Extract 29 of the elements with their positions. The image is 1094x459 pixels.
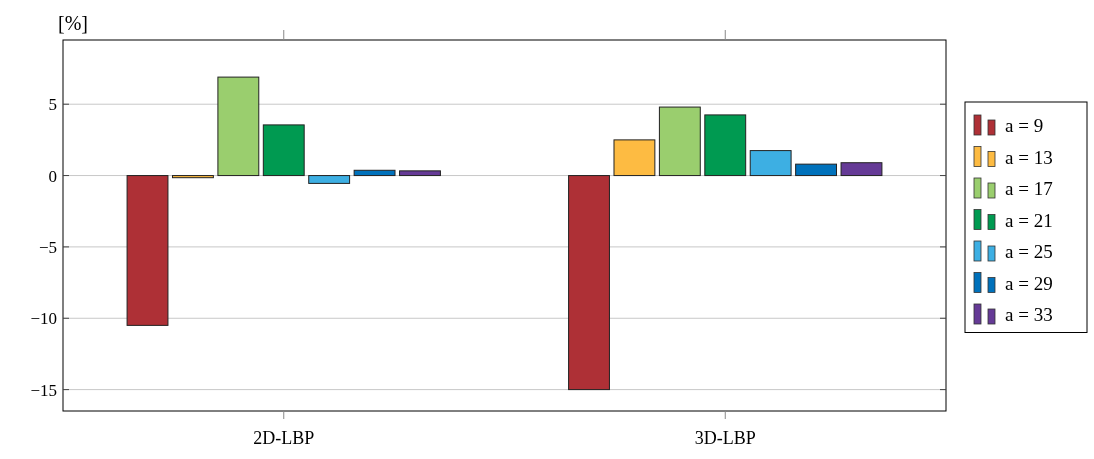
y-axis-title: [%] xyxy=(58,12,88,34)
bar xyxy=(568,175,610,391)
bar xyxy=(126,175,169,326)
bar xyxy=(262,124,305,177)
bar xyxy=(658,106,701,177)
x-tick-label: 2D-LBP xyxy=(253,428,315,448)
bar xyxy=(171,175,214,179)
legend-label: a = 33 xyxy=(1005,304,1053,325)
legend-label: a = 25 xyxy=(1005,241,1053,262)
bar xyxy=(749,150,792,177)
y-tick-label: −5 xyxy=(38,237,57,257)
y-tick-label: 0 xyxy=(48,166,57,186)
bar xyxy=(399,170,441,177)
bar xyxy=(795,163,838,177)
y-tick-label: 5 xyxy=(48,95,57,115)
x-tick-label: 3D-LBP xyxy=(694,428,756,448)
legend-label: a = 17 xyxy=(1005,178,1053,199)
legend-label: a = 9 xyxy=(1005,115,1044,136)
bar xyxy=(613,139,656,177)
y-tick-label: −15 xyxy=(30,380,57,400)
bar xyxy=(353,169,396,177)
bar xyxy=(308,175,351,184)
bar xyxy=(217,76,260,177)
bar xyxy=(704,114,747,177)
bar xyxy=(840,162,883,177)
legend-label: a = 21 xyxy=(1005,209,1053,231)
legend-label: a = 29 xyxy=(1005,272,1053,294)
legend-label: a = 13 xyxy=(1005,146,1053,168)
y-tick-label: −10 xyxy=(30,309,57,329)
